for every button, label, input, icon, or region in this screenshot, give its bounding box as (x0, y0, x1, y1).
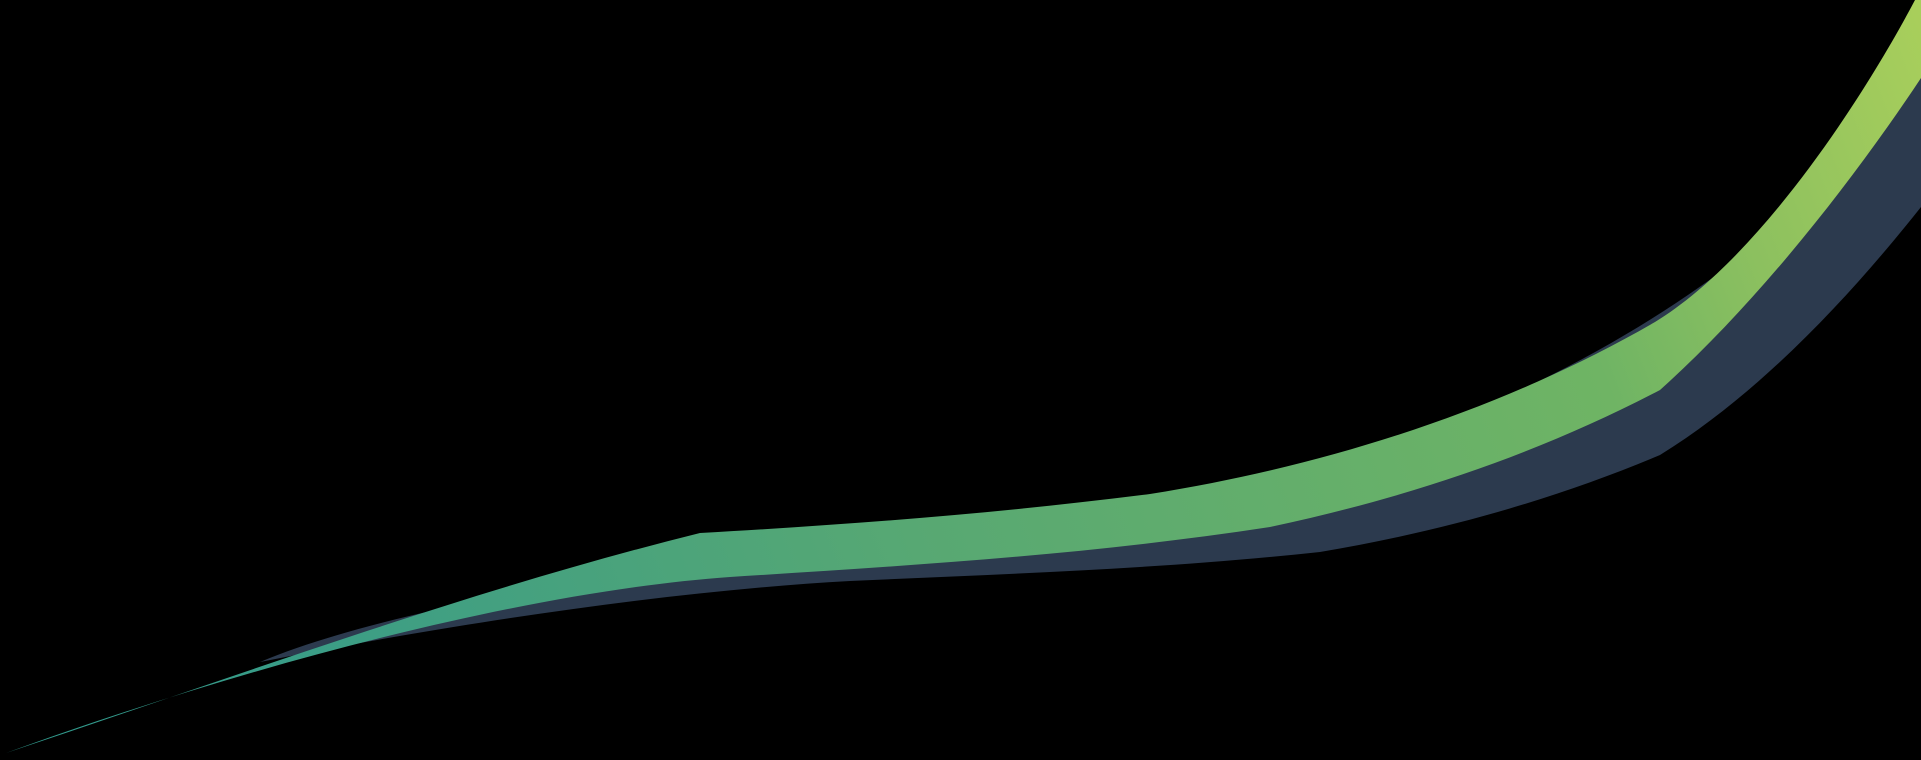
swoosh-shadow-ribbon (260, 45, 1921, 662)
